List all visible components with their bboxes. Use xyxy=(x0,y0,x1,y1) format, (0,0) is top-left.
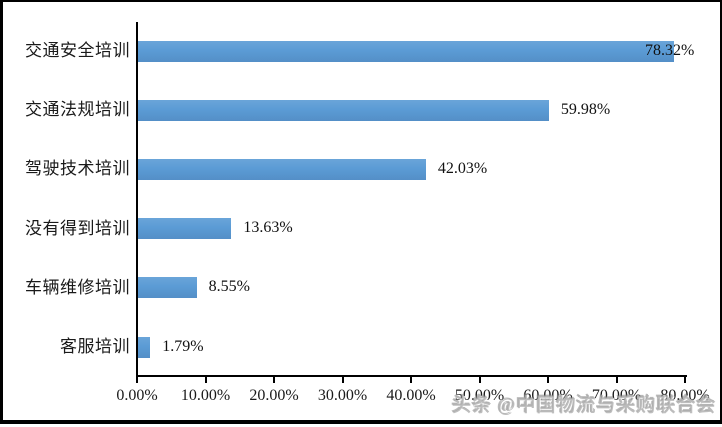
x-axis-tick-mark xyxy=(615,377,618,383)
category-label: 车辆维修培训 xyxy=(25,277,130,297)
x-axis-tick-label: 30.00% xyxy=(317,387,368,404)
value-label: 42.03% xyxy=(437,159,488,177)
x-axis-tick-label: 50.00% xyxy=(454,387,505,404)
category-label: 交通法规培训 xyxy=(25,100,130,120)
bar xyxy=(138,99,549,121)
x-axis-tick-mark xyxy=(547,377,549,383)
bar xyxy=(138,158,426,180)
value-label: 1.79% xyxy=(162,337,204,355)
x-axis-tick-mark xyxy=(204,377,207,383)
x-axis-tick-mark xyxy=(273,377,275,383)
bar xyxy=(138,336,151,358)
bar xyxy=(138,277,197,299)
x-axis-tick-label: 40.00% xyxy=(386,387,436,404)
category-label: 没有得到培训 xyxy=(25,218,130,238)
value-label: 78.32% xyxy=(645,41,695,59)
x-axis-tick-label: 0.00% xyxy=(116,387,158,404)
category-label: 交通安全培训 xyxy=(25,41,130,60)
x-axis-line xyxy=(136,375,687,377)
x-axis-tick-mark xyxy=(136,377,138,383)
x-axis-tick-label: 80.00% xyxy=(660,387,710,404)
value-label: 8.55% xyxy=(208,278,250,296)
y-axis-line xyxy=(136,22,138,377)
x-axis-tick-mark xyxy=(410,377,412,383)
x-axis-tick-label: 70.00% xyxy=(591,387,642,404)
x-axis-tick-label: 20.00% xyxy=(249,387,299,404)
x-axis-tick-label: 10.00% xyxy=(180,387,231,404)
x-axis-tick-mark xyxy=(684,377,686,383)
value-label: 13.63% xyxy=(243,219,293,237)
value-label: 59.98% xyxy=(560,100,611,118)
x-axis-tick-mark xyxy=(341,377,344,383)
x-axis-tick-mark xyxy=(478,377,481,383)
bar xyxy=(138,218,232,240)
category-label: 驾驶技术培训 xyxy=(25,159,130,179)
watermark-text: 头条 @中国物流与采购联合会 xyxy=(452,395,717,416)
x-axis-tick-label: 60.00% xyxy=(523,387,573,404)
category-label: 客服培训 xyxy=(60,337,130,356)
bar xyxy=(138,40,675,62)
